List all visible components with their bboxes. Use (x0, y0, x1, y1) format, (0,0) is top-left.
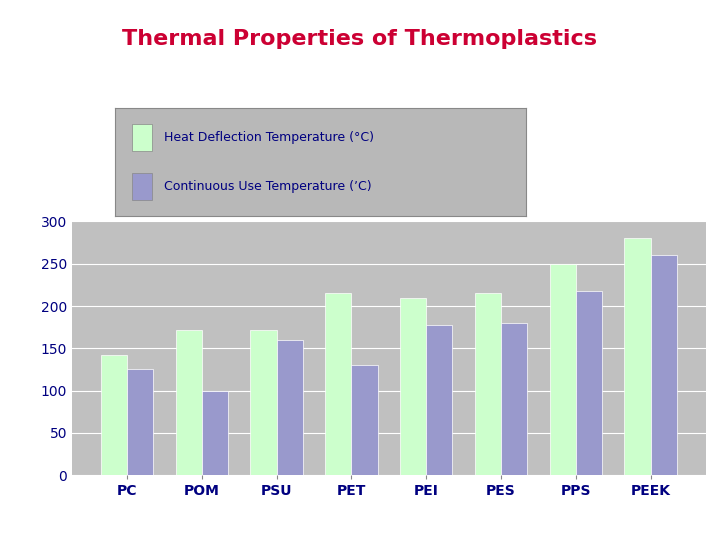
Bar (651, 255, 677, 475)
Bar (351, 365, 377, 475)
Bar (132, 173, 152, 200)
Bar (202, 390, 228, 475)
Text: Continuous Use Temperature (ʼC): Continuous Use Temperature (ʼC) (164, 180, 372, 193)
Bar (501, 323, 527, 475)
Bar (251, 330, 276, 475)
Bar (325, 293, 351, 475)
Bar (132, 124, 152, 151)
Bar (549, 264, 576, 475)
Bar (400, 298, 426, 475)
Bar (474, 293, 501, 475)
Text: Heat Deflection Temperature (°C): Heat Deflection Temperature (°C) (164, 131, 374, 144)
Bar (127, 369, 153, 475)
Bar (101, 355, 127, 475)
Text: Thermal Properties of Thermoplastics: Thermal Properties of Thermoplastics (122, 29, 598, 49)
Bar (426, 325, 452, 475)
Bar (176, 330, 202, 475)
Bar (624, 238, 651, 475)
Bar (576, 291, 602, 475)
Bar (276, 340, 303, 475)
